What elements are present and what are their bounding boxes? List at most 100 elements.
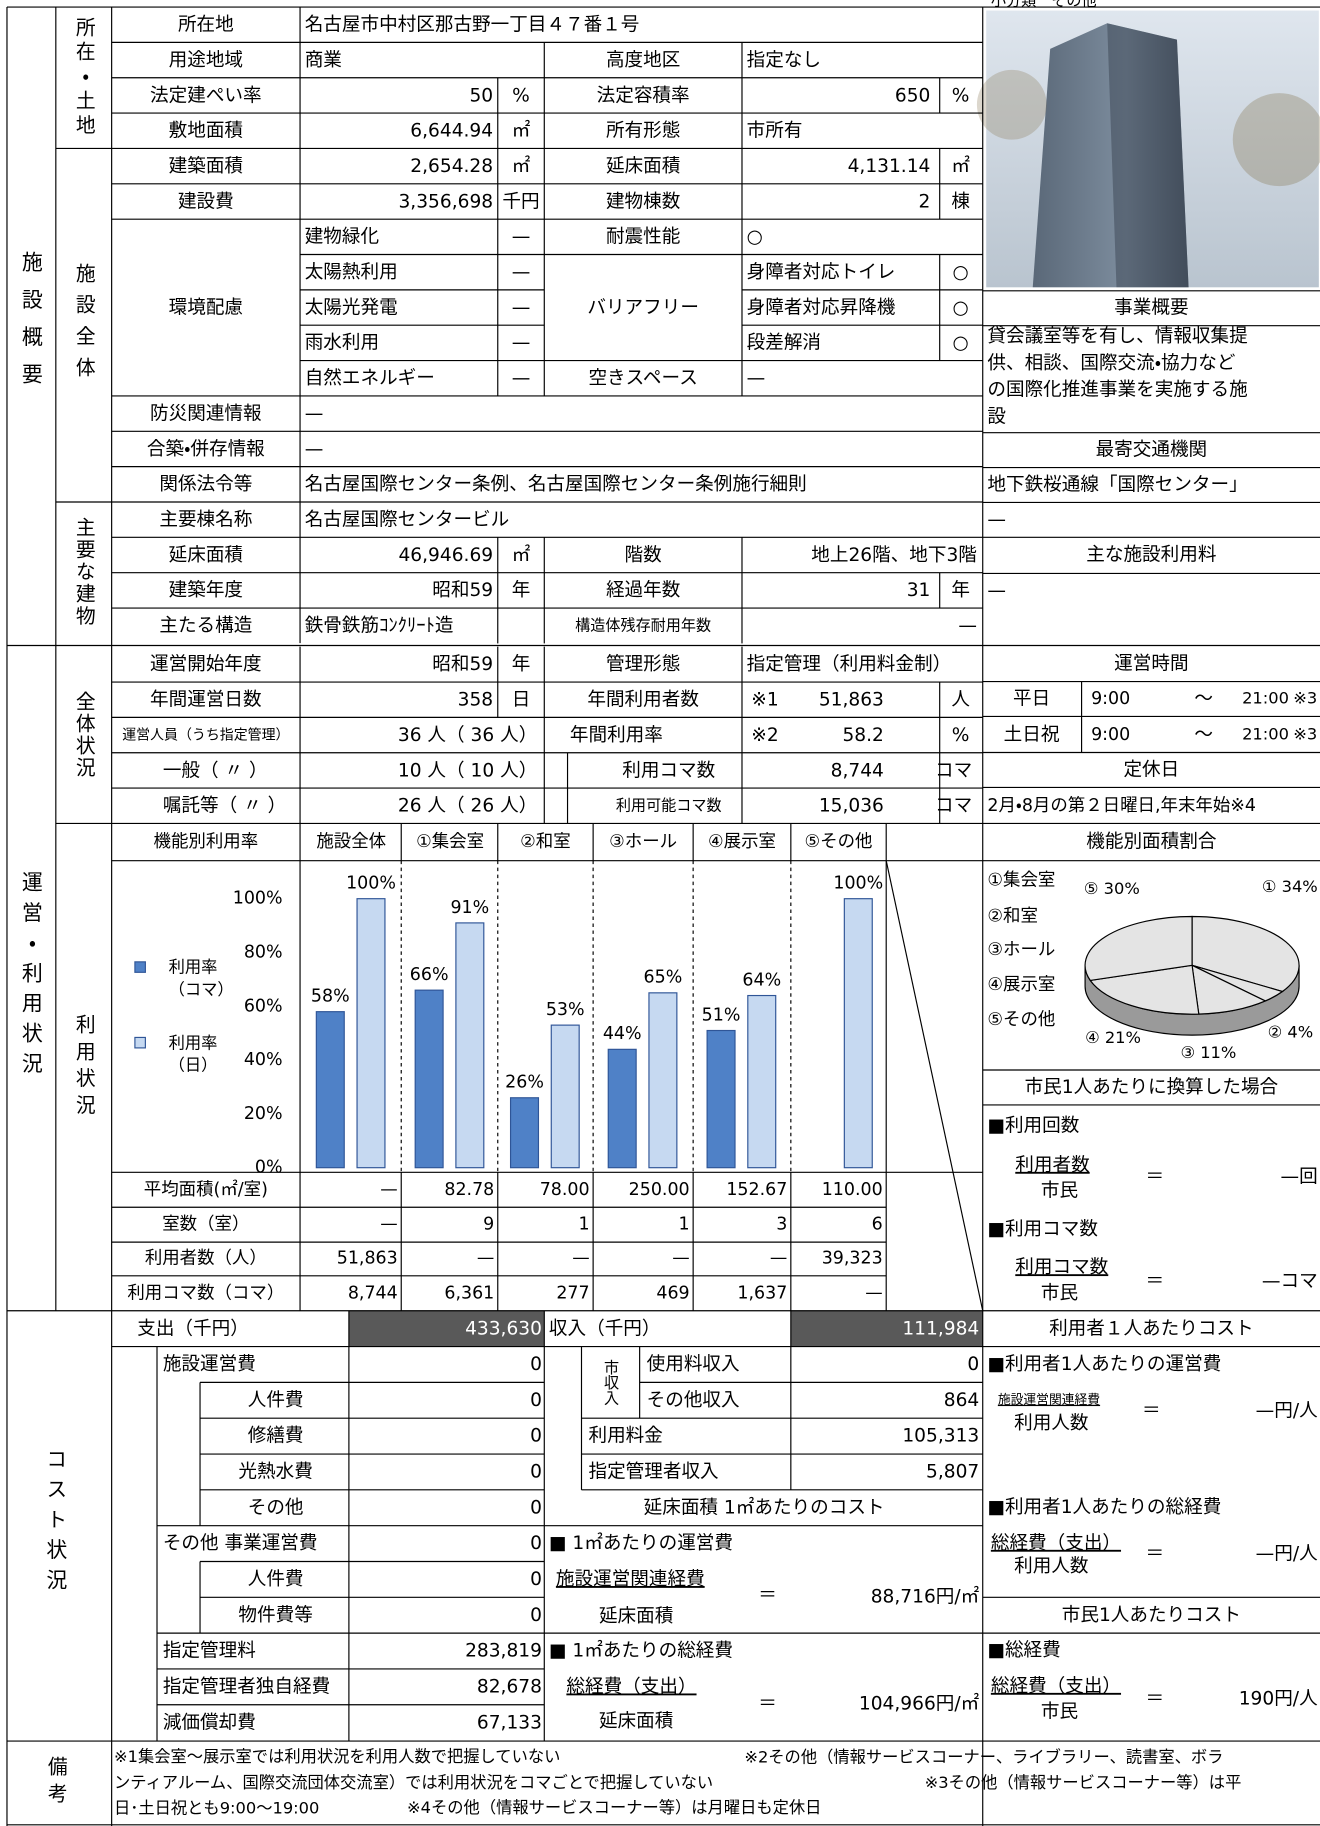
dark-cell [790,1310,983,1347]
legend-label: ②和室 [987,906,1038,926]
cell-text: 2 [919,191,931,212]
cell-text: 環境配慮 [169,297,243,318]
data-label: 100% [833,874,883,894]
cell-text: 5,807 [926,1462,979,1483]
group-label: 利用状況 [72,1014,95,1121]
data-label: 26% [505,1073,544,1093]
y-tick-label: 0% [255,1158,283,1178]
bar [648,992,678,1169]
cell-text: ■利用者1人あたりの総経費 [987,1497,1221,1518]
cell-text: 21:00 [1242,725,1289,744]
cell-text: 9:00 [1091,725,1130,745]
group-label: コスト状況 [44,1448,68,1599]
cell-text: % [952,725,970,746]
cell-text: 8,744 [831,760,884,781]
group-label: 所在・土地 [72,17,95,139]
cell-text: 名古屋国際センター条例、名古屋国際センター条例施行細則 [305,474,807,495]
cell-text: ■利用者1人あたりの運営費 [987,1354,1221,1375]
cell-text: — [672,1248,689,1268]
cell-text: 26 人（ 26 人） [398,796,537,817]
cell-text: ■利用コマ数 [987,1219,1098,1240]
cell-text: コマ [935,796,972,817]
cell-text: 人 [951,690,970,711]
cell-text: 自然エネルギー [305,368,435,389]
cell-text: 111,984 [902,1318,979,1339]
cell-text: ＝ [758,1693,777,1714]
cell-text: 利用者数（人） [145,1248,267,1268]
legend-label: ③ホール [987,940,1055,960]
cell-text: — [958,616,977,637]
cell-text: 最寄交通機関 [1096,440,1208,461]
numerator: 総経費（支出） [991,1676,1121,1697]
cell-text: —回 [1280,1167,1317,1188]
cell-text: 千円 [502,191,539,212]
cell-text: 敷地面積 [169,121,243,142]
cell-text: ※4その他（情報サービスコーナー等）は月曜日も定休日 [407,1798,821,1817]
y-tick-label: 100% [233,889,283,909]
data-label: 51% [702,1005,741,1025]
cell-text: 1 [579,1215,590,1235]
cell-text: 39,323 [822,1248,883,1268]
cell-text: 年間利用者数 [587,690,699,711]
cell-text: コマ [935,760,972,781]
cell-text: ※2その他（情報サービスコーナー、ライブラリー、読書室、ボランティアルーム、国際… [114,1747,1223,1792]
cell-text: 277 [556,1283,589,1303]
pie-slice [1084,915,1193,982]
data-label: ② 4% [1268,1022,1314,1041]
cell-text: 延床面積 1㎡あたりのコスト [644,1496,885,1518]
cell-text: 0 [530,1426,542,1447]
cell-text: 0 [530,1354,542,1375]
cell-text: 空きスペース [588,368,697,389]
y-tick-label: 60% [244,996,283,1016]
cell-text: — [305,439,324,460]
cell-text: 3 [776,1215,787,1235]
cell-text: ＝ [1146,1543,1165,1564]
bar [706,1029,736,1169]
cell-text: 1 [679,1215,690,1235]
x-tick-label: ①集会室 [416,832,484,852]
cell-text: 0 [530,1390,542,1411]
bar [455,922,485,1169]
cell-text: 延床面積 [599,1711,673,1732]
cell-text: 年 [512,580,531,601]
cell-text: 高度地区 [606,50,680,71]
cell-text: 延床面積 [169,545,243,566]
numerator: 施設運営関連経費 [998,1393,1100,1408]
y-tick-label: 40% [244,1050,283,1070]
cell-text: —コマ [1262,1271,1318,1292]
cell-text: ㎡ [512,120,531,142]
data-label: 65% [644,968,683,988]
y-tick-label: 20% [244,1104,283,1124]
cell-text: 室数（室） [162,1215,249,1235]
cell-text: 0 [530,1533,542,1554]
cell-text: 日 [512,690,531,711]
cell-text: ○ [953,262,969,283]
cell-text: 雨水利用 [305,333,379,354]
cell-text: 指定管理者独自経費 [163,1676,330,1697]
legend-swatch [134,1036,146,1049]
cell-text: 関係法令等 [159,474,252,495]
cell-text: 市民 [1041,1180,1078,1201]
cell-text: 9:00 [1091,689,1130,709]
cell-text: ※1集会室～展示室では利用状況を利用人数で把握していない [114,1747,560,1766]
cell-text: ㎡ [512,155,531,177]
cell-text: 地上26階、地下3階 [811,545,977,566]
cell-text: 耐震性能 [606,227,680,248]
group-label: 備考 [44,1756,67,1810]
cell-text: — [380,1215,397,1235]
cell-text: —円/人 [1256,1543,1318,1564]
legend-label: ①集会室 [987,870,1055,890]
cell-text: 人件費 [248,1569,304,1590]
cell-text: 利用人数 [1014,1556,1089,1577]
cell-text: 利用人数 [1014,1413,1089,1434]
cell-text: 嘱託等（ 〃 ） [163,796,286,817]
cell-text: 利用料金 [588,1426,662,1447]
cell-text: 貸会議室等を有し、情報収集提供、相談、国際交流・協力などの国際化推進事業を実施す… [987,326,1248,427]
cell-text: ※3 [1293,725,1317,744]
cell-text: 市民1人あたりコスト [1062,1605,1241,1626]
cell-text: 段差解消 [747,333,821,354]
numerator: 総経費（支出） [566,1676,696,1697]
cell-text: 104,966円/㎡ [859,1692,980,1714]
cell-text: 110.00 [822,1180,883,1200]
